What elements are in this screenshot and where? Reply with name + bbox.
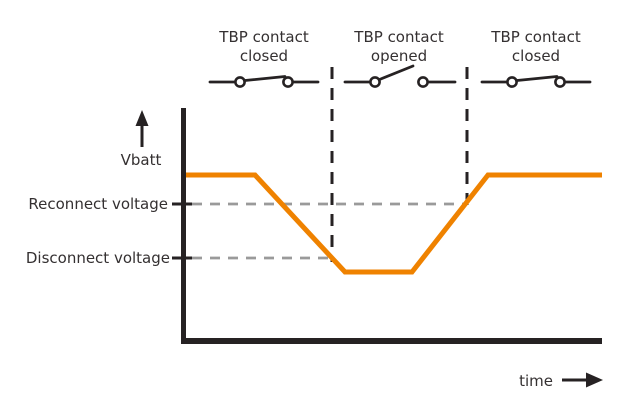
vbatt-arrow-up-icon [135, 110, 149, 126]
phase-boundaries [330, 67, 469, 262]
x-axis-annotation: time [519, 372, 603, 390]
reconnect-voltage-label: Reconnect voltage [28, 195, 168, 213]
phase-1-label-line1: TBP contact [218, 28, 309, 46]
phase-1-label-line2: closed [240, 47, 288, 65]
switch-closed-icon [480, 75, 592, 88]
phase-2-label-line1: TBP contact [353, 28, 444, 46]
voltage-level-lines [172, 202, 466, 260]
vbatt-axis-label: Vbatt [121, 151, 162, 169]
switch-closed-icon [208, 75, 320, 88]
time-arrow-right-icon [586, 372, 603, 388]
phase-3-label-line1: TBP contact [490, 28, 581, 46]
time-axis-label: time [519, 372, 553, 390]
phase-3-label-line2: closed [512, 47, 560, 65]
y-axis-annotation: Vbatt [121, 110, 162, 169]
vbatt-curve [186, 172, 602, 275]
axes [181, 108, 602, 344]
disconnect-voltage-label: Disconnect voltage [26, 249, 170, 267]
switch-opened-icon [343, 64, 457, 88]
phase-2-label-line2: opened [371, 47, 427, 65]
switch-symbols [208, 64, 592, 88]
phase-labels: TBP contact closed TBP contact opened TB… [218, 28, 581, 65]
